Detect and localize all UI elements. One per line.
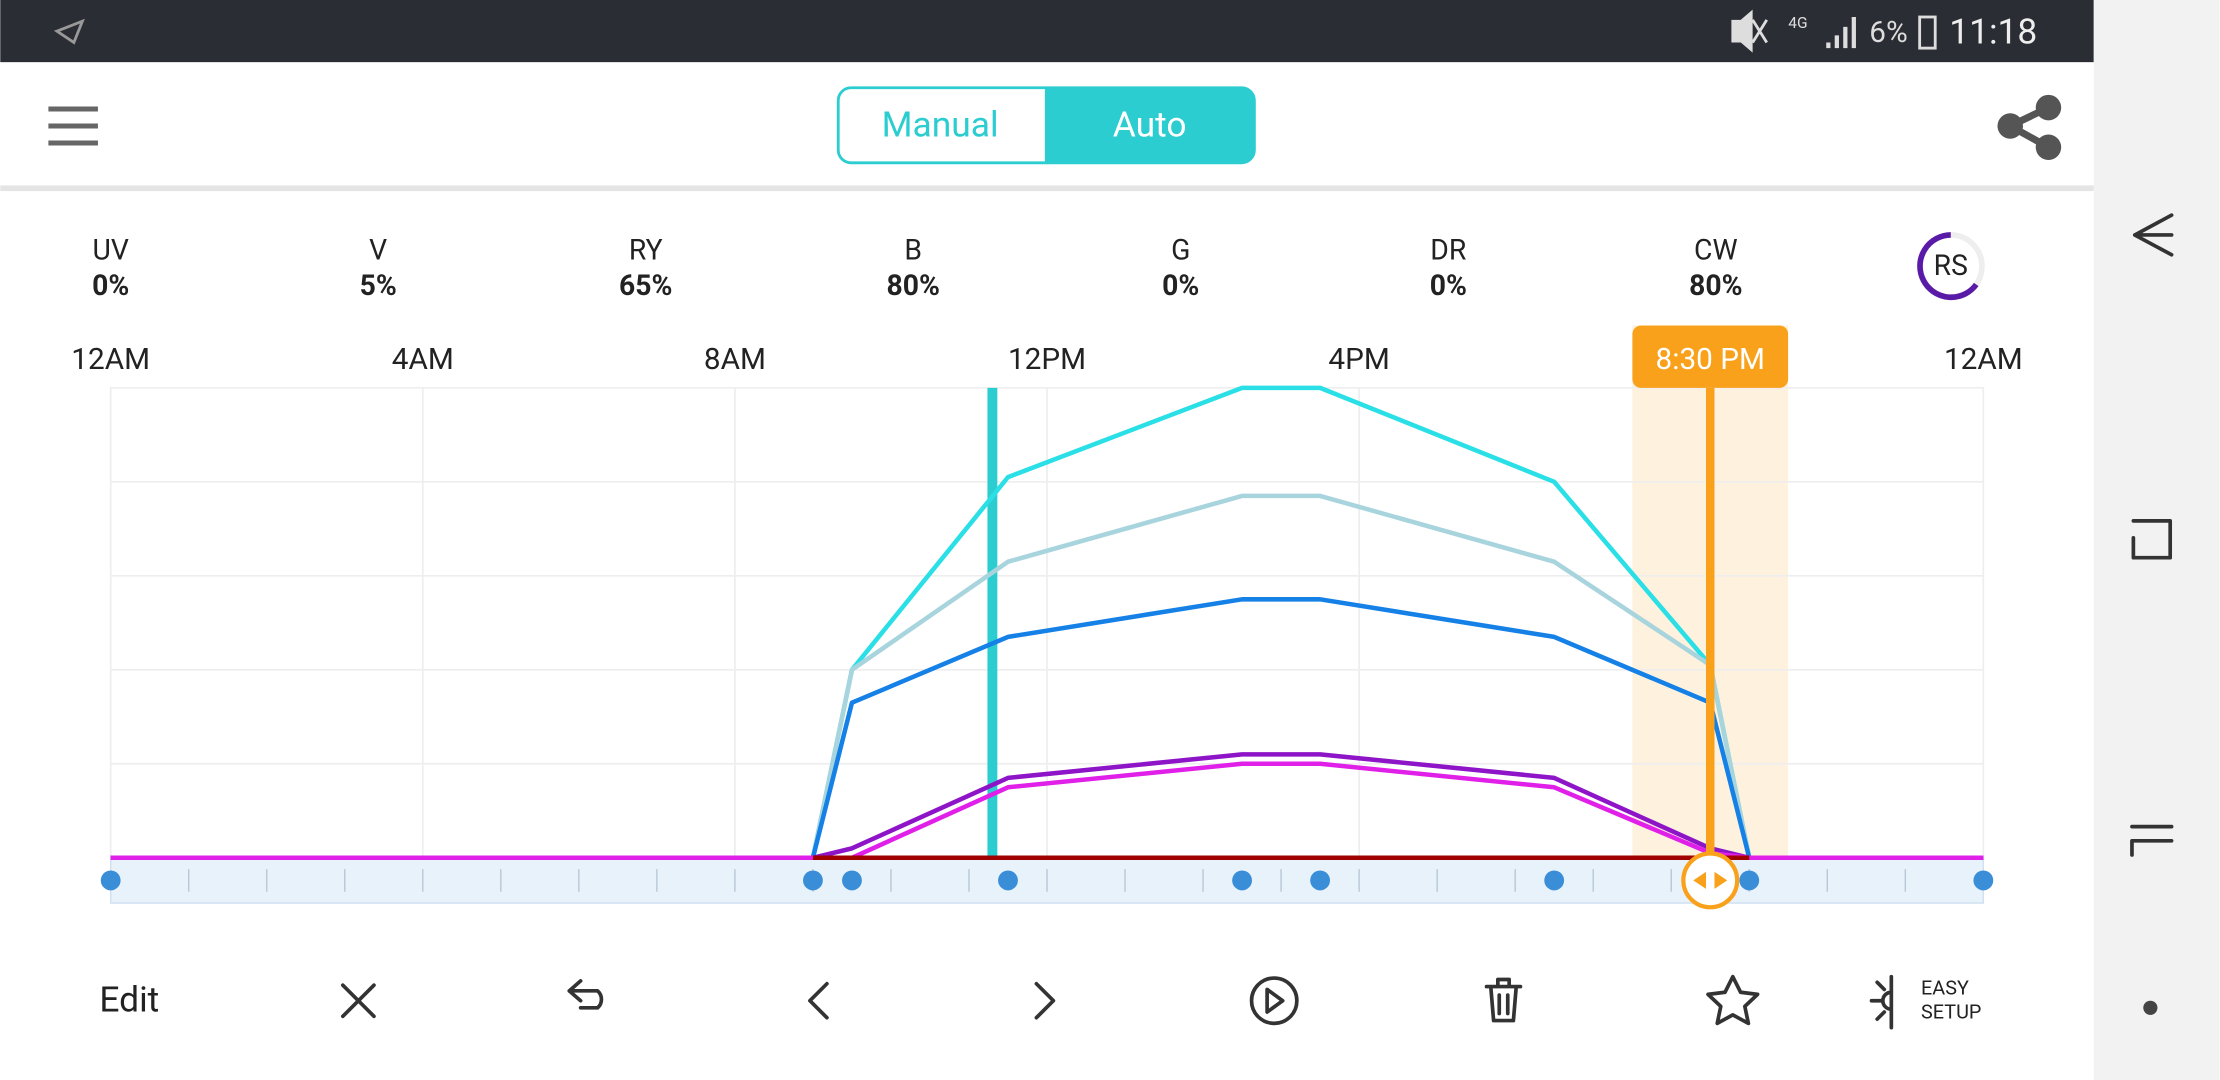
time-point	[998, 870, 1018, 891]
x-tick-label: 12AM	[1944, 342, 2023, 377]
cursor-label: 8:30 PM	[1656, 342, 1765, 377]
time-point	[1232, 870, 1252, 891]
x-tick-label: 4AM	[392, 342, 454, 377]
menu-button[interactable]	[48, 106, 98, 146]
next-button[interactable]	[1034, 981, 1056, 1020]
channel-name: RY	[629, 233, 663, 266]
favorite-button[interactable]	[1706, 974, 1760, 1026]
x-tick-label: 12PM	[1008, 342, 1086, 377]
rs-button[interactable]: RS	[1934, 249, 1968, 282]
easy-setup-label[interactable]: EASY	[1921, 977, 1969, 1000]
series-line	[110, 597, 1984, 861]
delete-button[interactable]	[1484, 977, 1523, 1023]
time-point	[1973, 870, 1994, 891]
time-point	[803, 870, 823, 891]
channel-level: 65%	[619, 269, 672, 302]
recents-button[interactable]	[2131, 519, 2173, 560]
auto-tab-bg	[1044, 87, 1255, 163]
channel-level: 0%	[92, 269, 129, 302]
share-button[interactable]	[1997, 94, 2062, 160]
channel-level: 5%	[360, 269, 397, 302]
network: 4G	[1788, 14, 1807, 32]
x-tick-label: 4PM	[1328, 342, 1389, 377]
channel-name: CW	[1694, 233, 1738, 266]
battery-icon	[1918, 15, 1937, 50]
close-button[interactable]	[340, 983, 376, 1019]
nav-bar	[2093, 0, 2220, 1080]
cursor-arrows	[1693, 871, 1728, 889]
channel-level: 0%	[1162, 269, 1199, 302]
play-button[interactable]	[1249, 976, 1299, 1026]
time-point	[1310, 870, 1331, 891]
back-button[interactable]	[2132, 213, 2174, 257]
nav-icon	[53, 18, 85, 45]
auto-tab[interactable]: Auto	[1113, 104, 1187, 146]
cursor-handle[interactable]	[1681, 851, 1740, 910]
rs-progress	[1917, 232, 1979, 301]
channel-name: DR	[1430, 233, 1466, 266]
channel-name: V	[369, 233, 387, 266]
series-line	[110, 493, 1984, 861]
clock: 11:18	[1949, 10, 2037, 52]
cursor-label-bg	[1632, 325, 1789, 388]
x-tick-label: 12AM	[71, 342, 150, 377]
easy-setup-label[interactable]: SETUP	[1921, 1001, 1981, 1024]
header-divider	[0, 185, 2094, 192]
channel-name: B	[904, 233, 922, 266]
time-point	[1544, 870, 1565, 891]
undo-button[interactable]	[567, 979, 604, 1010]
x-tick-label: 8AM	[704, 342, 766, 377]
mute-icon	[1731, 9, 1768, 53]
dot	[2143, 1000, 2158, 1015]
status-bar	[0, 0, 2094, 63]
home-button[interactable]	[2130, 824, 2174, 857]
time-point	[100, 870, 121, 891]
manual-tab[interactable]: Manual	[882, 104, 999, 146]
edit-button[interactable]: Edit	[99, 978, 159, 1020]
signal-icon	[1826, 16, 1856, 49]
channel-name: G	[1171, 233, 1190, 266]
channel-level: 80%	[1689, 269, 1742, 302]
easy-setup-icon[interactable]	[1869, 974, 1894, 1030]
channel-level: 0%	[1430, 269, 1467, 302]
battery-level: 6%	[1869, 15, 1907, 50]
series-line	[110, 752, 1984, 861]
channel-level: 80%	[887, 269, 940, 302]
channel-name: UV	[92, 233, 128, 266]
time-point	[842, 870, 862, 891]
time-point	[1739, 870, 1760, 891]
prev-button[interactable]	[808, 981, 829, 1020]
